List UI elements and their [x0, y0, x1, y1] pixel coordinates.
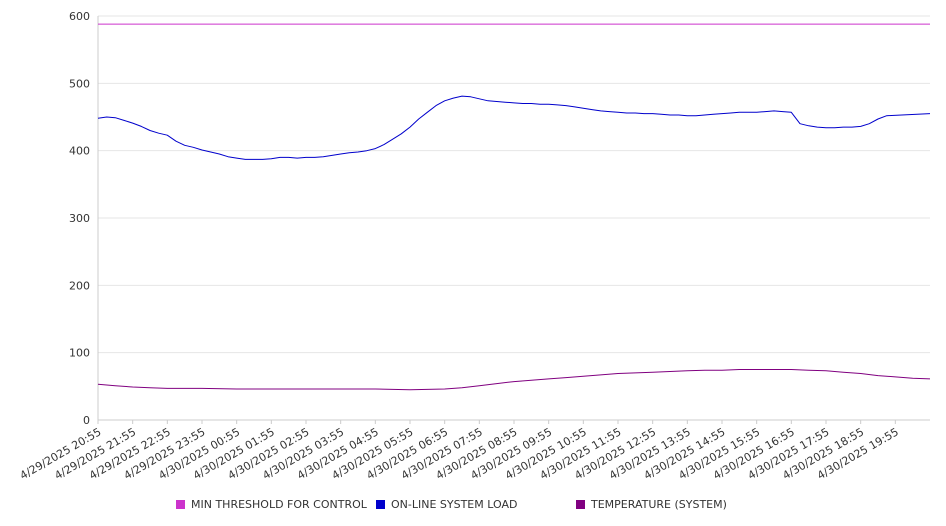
legend-label-min-threshold: MIN THRESHOLD FOR CONTROL — [191, 498, 367, 511]
legend-item-system-load[interactable]: ON-LINE SYSTEM LOAD — [376, 498, 517, 511]
series-system-load-line — [97, 95, 931, 160]
legend: MIN THRESHOLD FOR CONTROL ON-LINE SYSTEM… — [0, 498, 946, 514]
y-tick-label: 400 — [69, 145, 90, 158]
legend-swatch-min-threshold — [176, 500, 185, 509]
axes — [97, 16, 930, 424]
legend-swatch-system-load — [376, 500, 385, 509]
y-tick-label: 600 — [69, 10, 90, 23]
legend-item-temperature[interactable]: TEMPERATURE (SYSTEM) — [576, 498, 727, 511]
series-temperature-line — [97, 369, 931, 391]
series-lines — [97, 23, 931, 391]
legend-label-system-load: ON-LINE SYSTEM LOAD — [391, 498, 518, 511]
y-tick-label: 0 — [83, 414, 90, 427]
y-tick-label: 300 — [69, 212, 90, 225]
y-tick-labels: 0 100 200 300 400 500 600 — [69, 10, 90, 427]
x-tick-labels: 4/29/2025 20:554/29/2025 21:554/29/2025 … — [18, 425, 901, 482]
y-tick-label: 100 — [69, 347, 90, 360]
grid-lines — [98, 15, 930, 354]
legend-item-min-threshold[interactable]: MIN THRESHOLD FOR CONTROL — [176, 498, 367, 511]
y-tick-label: 200 — [69, 279, 90, 292]
legend-label-temperature: TEMPERATURE (SYSTEM) — [591, 498, 727, 511]
y-tick-label: 500 — [69, 77, 90, 90]
legend-swatch-temperature — [576, 500, 585, 509]
